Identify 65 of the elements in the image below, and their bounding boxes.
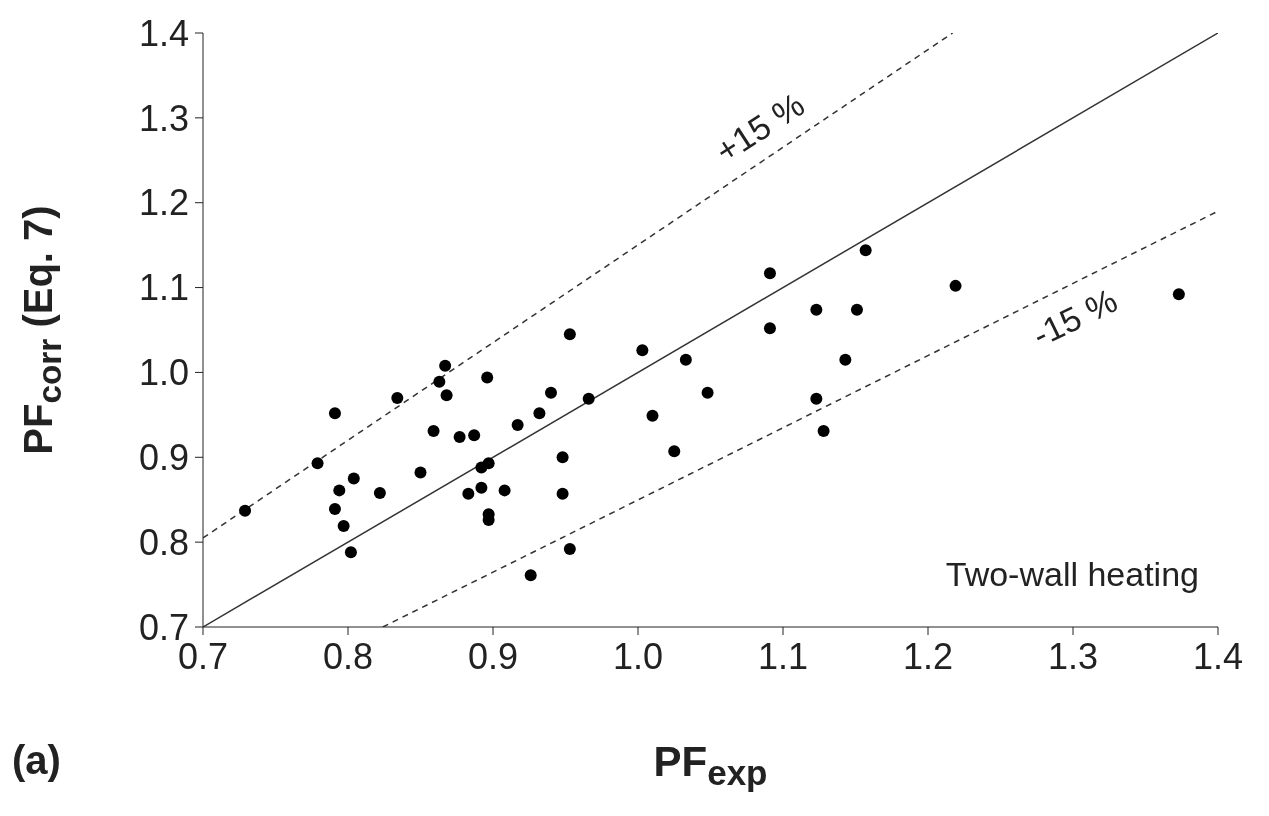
x-tick-label: 0.8 [322, 635, 374, 677]
point [839, 353, 852, 366]
x-axis-title: PF$_{exp}$ [652, 738, 769, 794]
point [481, 371, 494, 384]
x-tick-label: 1.3 [1047, 635, 1099, 677]
point [563, 542, 576, 555]
point [1172, 288, 1185, 301]
point [239, 504, 252, 517]
point [859, 244, 872, 257]
point [462, 487, 475, 500]
y-tick-label: 0.9 [138, 437, 189, 479]
x-tick-label: 1.4 [1192, 635, 1244, 677]
point [533, 407, 546, 420]
point [344, 546, 357, 559]
point [482, 457, 495, 470]
x-tick-label: 1.0 [612, 635, 664, 677]
text: (a) [12, 738, 61, 783]
y-tick-label: 1.4 [138, 12, 189, 54]
point [475, 481, 488, 494]
point [701, 386, 714, 399]
point [333, 484, 346, 497]
point [498, 484, 511, 497]
point [440, 389, 453, 402]
point [810, 303, 823, 316]
point [337, 520, 350, 533]
point [563, 328, 576, 341]
point [763, 322, 776, 335]
annotation: Two-wall heating [945, 555, 1199, 594]
point [373, 486, 386, 499]
point [453, 430, 466, 443]
point [817, 424, 830, 437]
point [328, 503, 341, 516]
point [556, 487, 569, 500]
point [468, 429, 481, 442]
point [347, 472, 360, 485]
x-tick-label: 1.1 [757, 635, 809, 677]
point [414, 466, 427, 479]
point [679, 353, 692, 366]
point [328, 407, 341, 420]
point [636, 344, 649, 357]
y-tick-label: 1.1 [138, 267, 189, 309]
x-tick-label: 1.2 [902, 635, 954, 677]
point [763, 267, 776, 280]
point [427, 424, 440, 437]
point [545, 386, 557, 399]
point [949, 279, 962, 292]
point [439, 359, 452, 372]
point [810, 392, 823, 405]
point [646, 409, 659, 422]
y-tick-label: 0.8 [138, 521, 189, 563]
y-tick-label: 1.0 [138, 352, 189, 394]
annotation: -15 % [1026, 281, 1124, 355]
annotation: +15 % [708, 85, 812, 171]
y-tick-label: 1.2 [138, 182, 189, 224]
point [556, 451, 569, 464]
point [850, 303, 863, 316]
point [511, 419, 524, 432]
point [391, 391, 404, 404]
point [582, 392, 595, 405]
y-tick-label: 1.3 [138, 97, 189, 139]
point [311, 457, 324, 470]
point [433, 375, 446, 388]
point [668, 445, 681, 458]
point [524, 569, 537, 582]
x-tick-label: 0.9 [467, 635, 519, 677]
